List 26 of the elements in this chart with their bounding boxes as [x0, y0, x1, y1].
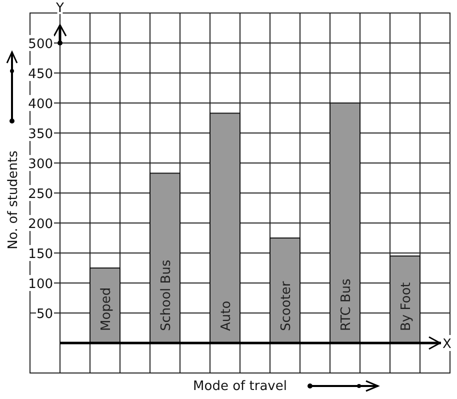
bar [90, 268, 120, 344]
x-axis-title: Mode of travel [193, 379, 287, 394]
y-tick-label: 500 [28, 37, 53, 52]
x-tick-label: Scooter [279, 280, 294, 331]
bar [210, 112, 240, 344]
y-tick-label: 350 [28, 127, 53, 142]
bar [390, 256, 420, 344]
y-tick-label: 400 [28, 97, 53, 112]
y-tick-label: 100 [28, 277, 53, 292]
bar [150, 172, 180, 344]
x-tick-label: Auto [219, 300, 234, 331]
y-tick-label: 200 [28, 217, 53, 232]
x-tick-label: School Bus [159, 260, 174, 331]
y-tick-label: 150 [28, 247, 53, 262]
x-tick-label: By Foot [399, 282, 414, 331]
annotation: Y [55, 1, 64, 16]
bar [330, 102, 360, 344]
bar [270, 238, 300, 344]
annotation: X [442, 337, 452, 352]
y-tick-label: 450 [28, 67, 53, 82]
x-tick-label: Moped [99, 287, 114, 331]
y-tick-label: 50 [36, 307, 53, 322]
y-axis-title: No. of students [6, 150, 21, 250]
y-tick-label: 300 [28, 157, 53, 172]
x-tick-label: RTC Bus [339, 278, 354, 331]
y-tick-label: 250 [28, 187, 53, 202]
